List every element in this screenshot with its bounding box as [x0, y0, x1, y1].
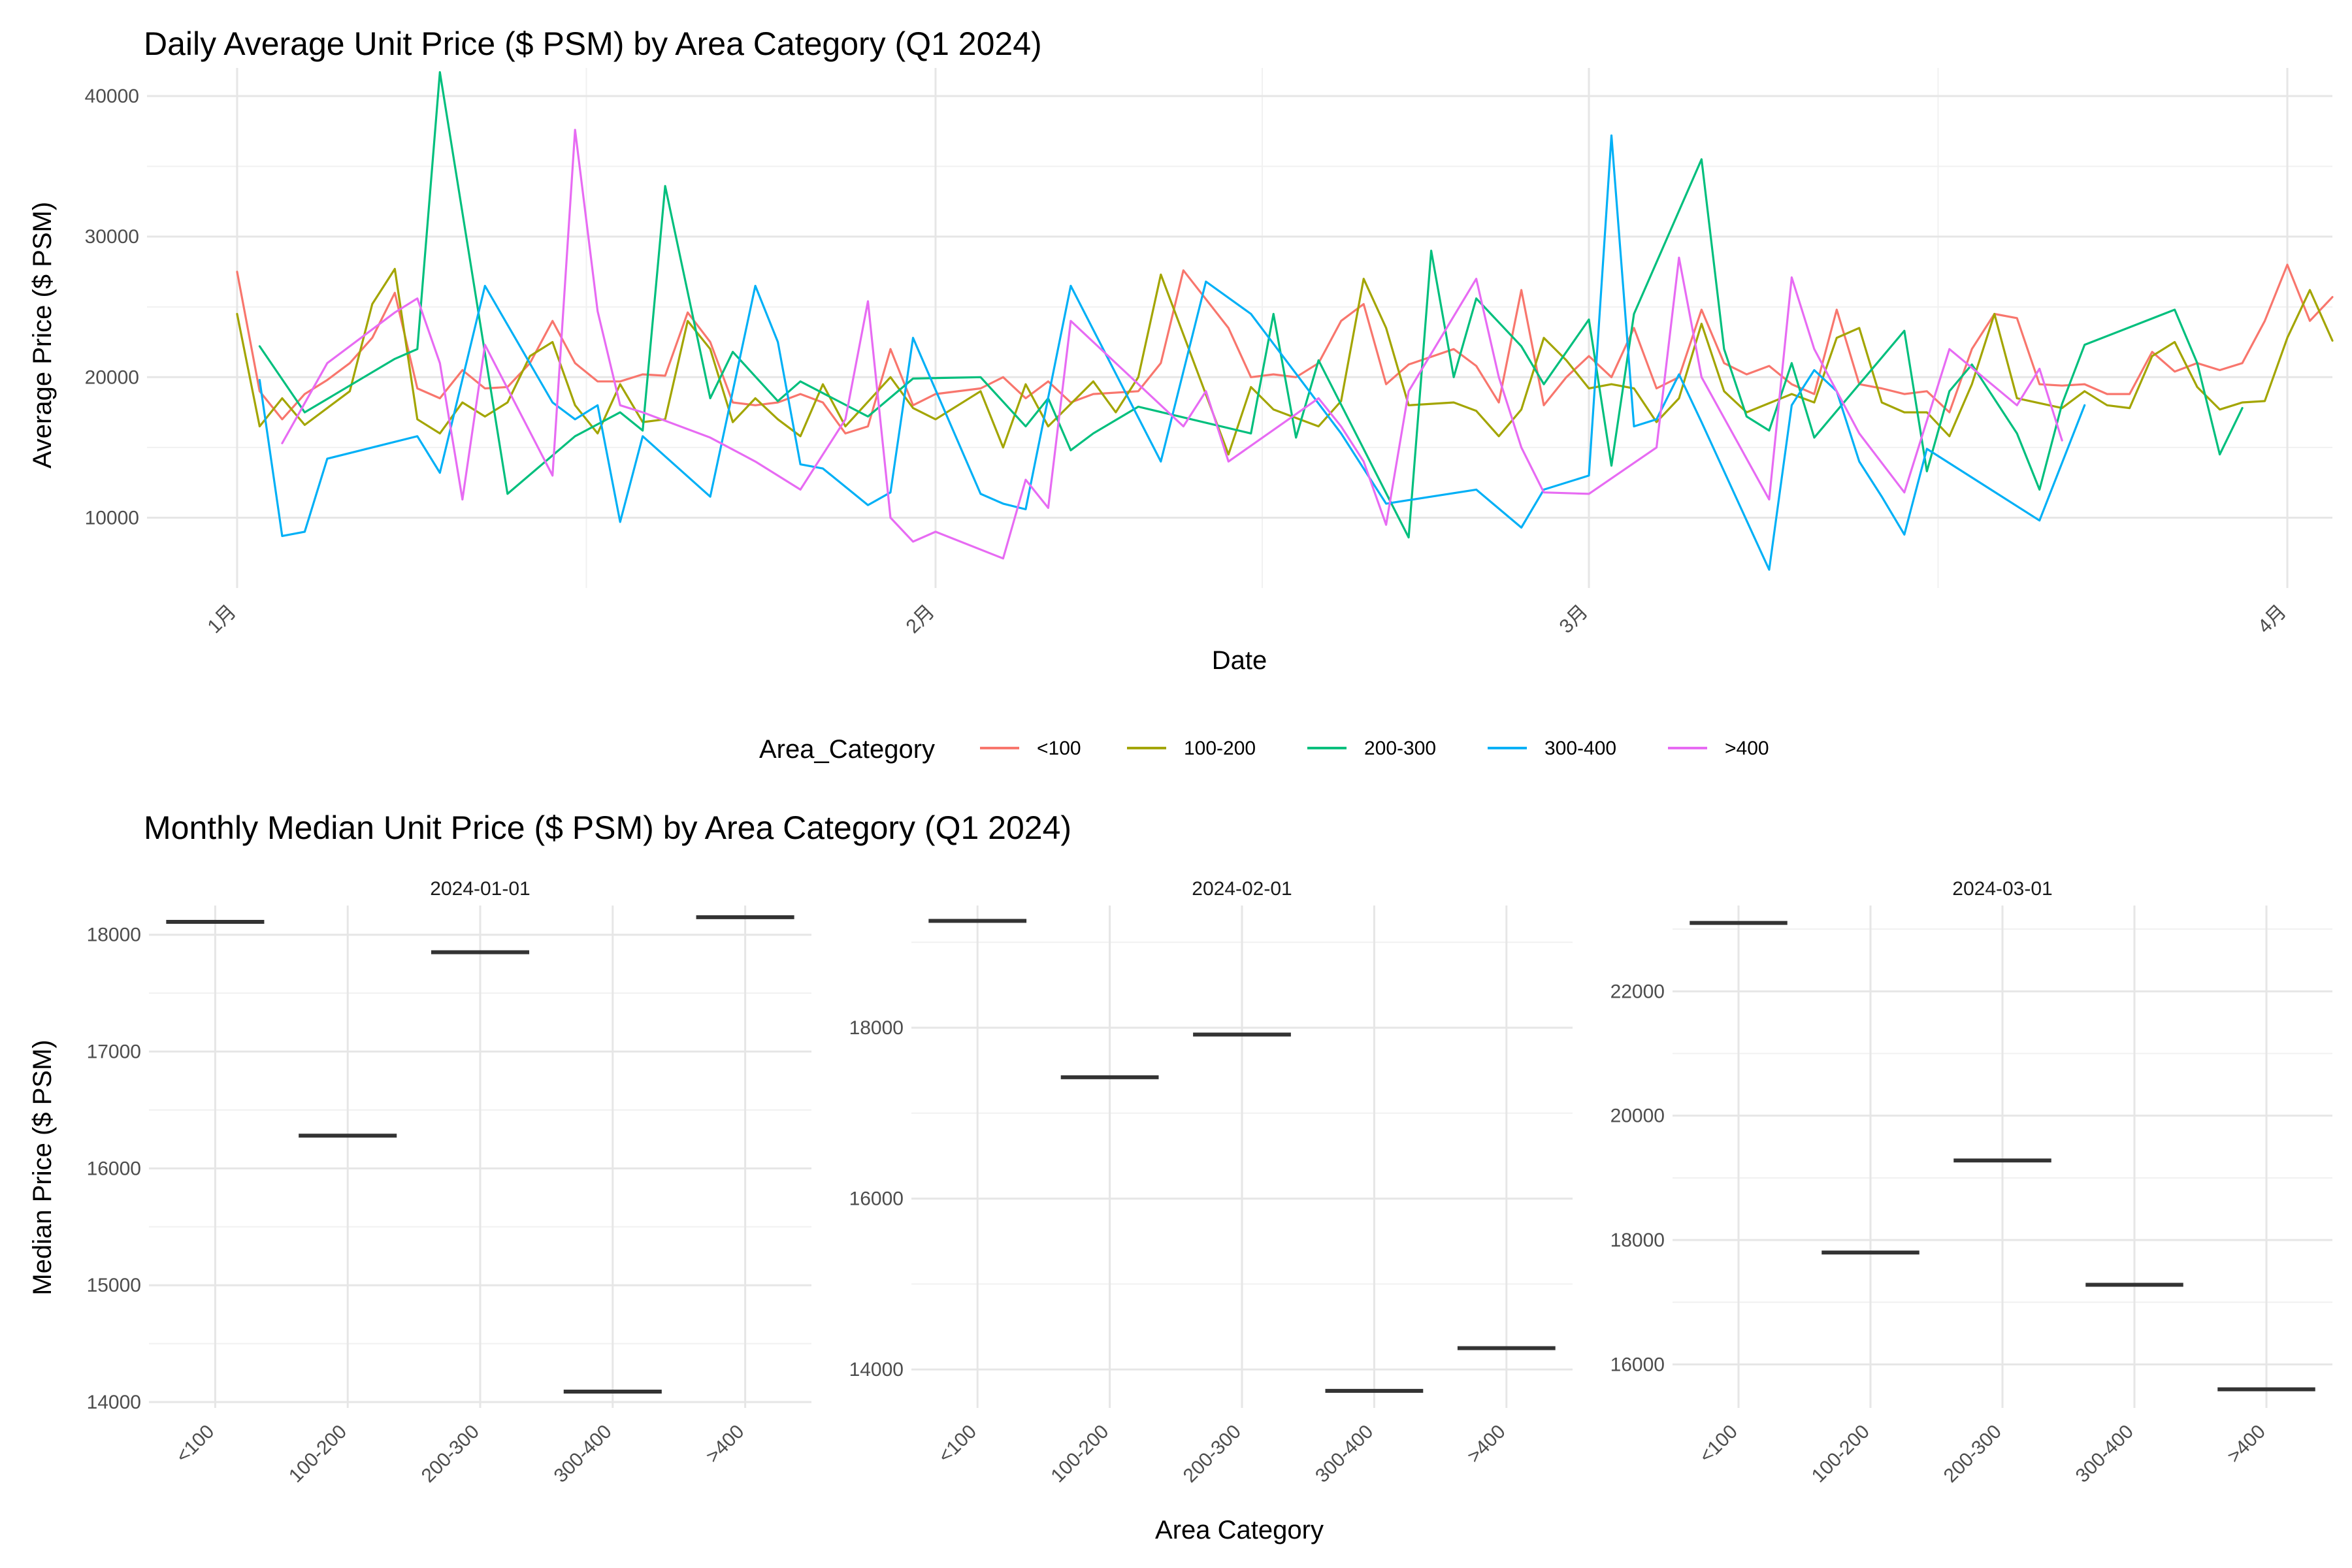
top-x-axis-title: Date: [1212, 646, 1267, 675]
x-tick-label: 3月: [1556, 601, 1592, 638]
y-tick-label: 16000: [87, 1158, 141, 1179]
x-tick-label: 100-200: [285, 1421, 351, 1487]
y-tick-label: 16000: [849, 1188, 904, 1210]
facet-panel-1: 14000 15000 16000 17000 18000 2024-01-01 <100 1…: [87, 878, 811, 1487]
series-line-4: [281, 129, 2063, 560]
top-series-lines: [236, 71, 2334, 571]
x-tick-label: <100: [934, 1421, 981, 1467]
facet-strip-label: 2024-03-01: [1952, 878, 2052, 900]
legend-title: Area_Category: [759, 735, 935, 764]
legend-label-2: 200-300: [1364, 738, 1436, 759]
x-tick-label: 200-300: [1179, 1421, 1245, 1487]
x-tick-label: 200-300: [417, 1421, 483, 1487]
x-tick-label: 4月: [2254, 601, 2291, 638]
legend: Area_Category <100 100-200 200-300 300-400 >…: [759, 735, 1769, 764]
series-line-1: [236, 268, 2334, 456]
facet-panel-3: 16000 18000 20000 22000 2024-03-01 <100 100-20…: [1610, 878, 2332, 1487]
x-tick-label: 2月: [902, 601, 939, 638]
series-line-2: [258, 71, 2244, 539]
y-tick-label: 18000: [1610, 1230, 1665, 1251]
x-tick-label: <100: [1695, 1421, 1742, 1467]
y-tick-label: 14000: [849, 1359, 904, 1380]
x-tick-label: 1月: [204, 601, 240, 638]
top-x-tick-labels: 1月 2月 3月 4月: [204, 601, 2291, 638]
x-tick-label: 300-400: [550, 1421, 616, 1487]
x-tick-label: 200-300: [1940, 1421, 2006, 1487]
series-line-0: [236, 263, 2334, 435]
y-tick-label: 20000: [85, 367, 139, 388]
y-tick-label: 18000: [849, 1017, 904, 1039]
series-line-3: [258, 134, 2086, 571]
facet-strip-label: 2024-01-01: [430, 878, 530, 900]
x-tick-label: >400: [702, 1421, 748, 1467]
x-tick-label: 100-200: [1808, 1421, 1874, 1487]
facet-panel-2: 14000 16000 18000 2024-02-01 <100 100-200 200-…: [849, 878, 1573, 1487]
y-tick-label: 16000: [1610, 1354, 1665, 1375]
y-tick-label: 17000: [87, 1041, 141, 1063]
y-tick-label: 18000: [87, 924, 141, 946]
bottom-chart-title: Monthly Median Unit Price ($ PSM) by Are…: [144, 809, 1071, 846]
y-tick-label: 20000: [1610, 1105, 1665, 1127]
facet-strip-label: 2024-02-01: [1192, 878, 1292, 900]
y-tick-label: 40000: [85, 86, 139, 107]
x-tick-label: >400: [1463, 1421, 1510, 1467]
top-chart-title: Daily Average Unit Price ($ PSM) by Area…: [144, 25, 1042, 62]
x-tick-label: <100: [172, 1421, 218, 1467]
top-y-axis-title: Average Price ($ PSM): [28, 202, 57, 468]
x-tick-label: 100-200: [1047, 1421, 1113, 1487]
y-tick-label: 14000: [87, 1392, 141, 1413]
y-tick-label: 22000: [1610, 981, 1665, 1002]
legend-label-0: <100: [1037, 738, 1081, 759]
bottom-x-axis-title: Area Category: [1155, 1516, 1324, 1544]
x-tick-label: 300-400: [1311, 1421, 1377, 1487]
top-grid: [147, 68, 2332, 588]
legend-label-3: 300-400: [1544, 738, 1616, 759]
x-tick-label: 300-400: [2072, 1421, 2138, 1487]
y-tick-label: 10000: [85, 507, 139, 529]
y-tick-label: 30000: [85, 226, 139, 248]
y-tick-label: 15000: [87, 1275, 141, 1296]
bottom-y-axis-title: Median Price ($ PSM): [28, 1039, 57, 1295]
top-y-tick-labels: 10000 20000 30000 40000: [85, 86, 139, 529]
legend-label-1: 100-200: [1184, 738, 1256, 759]
legend-label-4: >400: [1725, 738, 1769, 759]
x-tick-label: >400: [2223, 1421, 2270, 1467]
